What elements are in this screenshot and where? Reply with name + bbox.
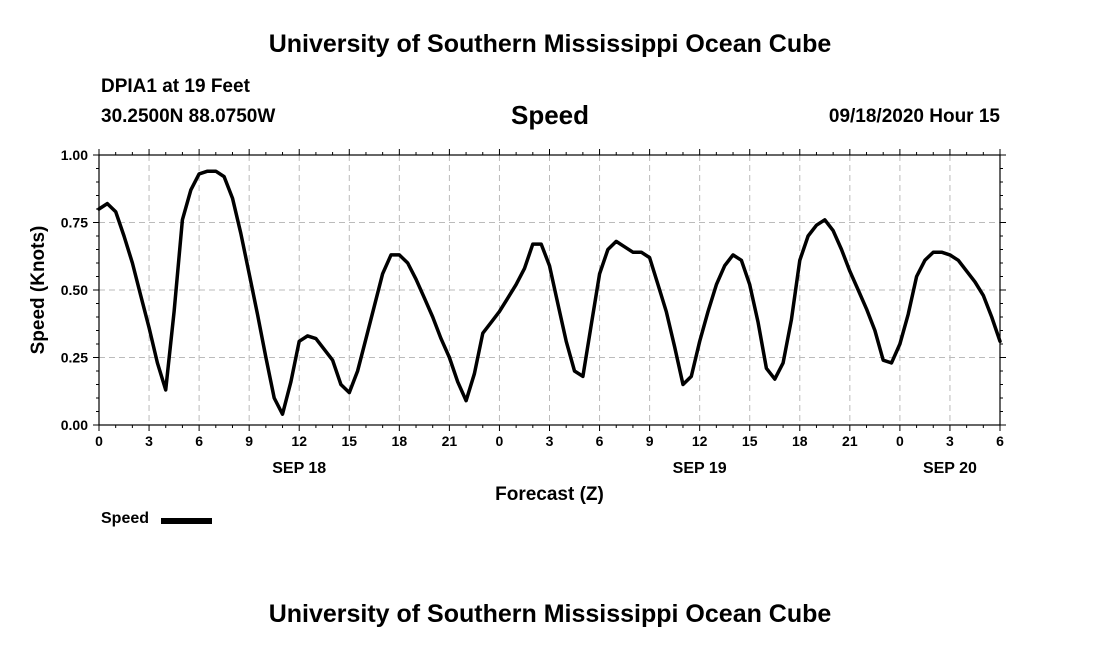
date-label: SEP 19 [673,460,727,477]
x-tick-label: 15 [341,433,357,449]
x-tick-label: 0 [496,433,504,449]
date-label: SEP 20 [923,460,977,477]
legend-swatch [161,518,212,524]
x-tick-label: 21 [442,433,458,449]
x-tick-label: 12 [291,433,307,449]
x-tick-label: 21 [842,433,858,449]
speed-series-line [97,169,1002,416]
date-label: SEP 18 [272,460,326,477]
x-tick-label: 3 [546,433,554,449]
x-tick-label: 3 [145,433,153,449]
y-tick-label: 1.00 [61,147,88,163]
chart-title: Speed [510,100,590,130]
x-tick-label: 9 [245,433,253,449]
x-tick-label: 3 [946,433,954,449]
y-tick-label: 0.75 [61,215,88,231]
coordinates-label: 30.2500N 88.0750W [101,106,276,127]
x-tick-label: 12 [692,433,708,449]
x-tick-label: 0 [95,433,103,449]
x-tick-label: 0 [896,433,904,449]
y-tick-label: 0.25 [61,350,88,366]
y-tick-label: 0.50 [61,282,88,298]
x-axis-label: Forecast (Z) [495,484,604,505]
legend-label: Speed [101,510,150,527]
y-tick-label: 0.00 [61,417,88,433]
footer-title: University of Southern Mississippi Ocean… [268,600,832,628]
x-tick-label: 18 [392,433,408,449]
page-title: University of Southern Mississippi Ocean… [268,30,832,58]
station-label: DPIA1 at 19 Feet [101,76,250,97]
x-tick-label: 6 [596,433,604,449]
x-tick-label: 18 [792,433,808,449]
datetime-label: 09/18/2020 Hour 15 [828,106,1000,127]
y-axis-label: Speed (Knots) [28,226,49,355]
x-tick-label: 9 [646,433,654,449]
x-tick-label: 15 [742,433,758,449]
x-tick-label: 6 [996,433,1004,449]
x-tick-label: 6 [195,433,203,449]
